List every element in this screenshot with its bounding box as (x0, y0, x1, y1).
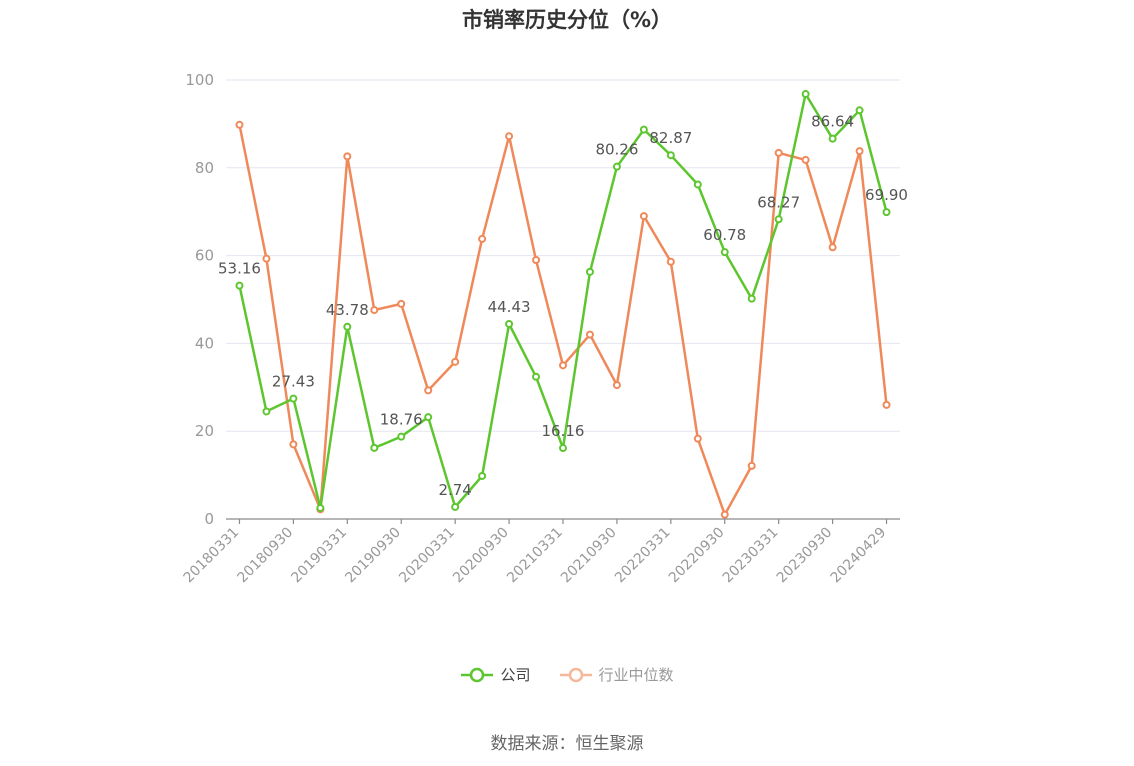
y-axis-ticks: 0 20 40 60 80 100 (185, 71, 214, 528)
point-company (612, 162, 621, 171)
data-label: 60.78 (703, 226, 746, 244)
point-industry (828, 243, 837, 252)
x-tick-label: 20220930 (666, 525, 728, 587)
point-industry (774, 148, 783, 157)
point-industry (343, 152, 352, 161)
legend-line-icon (559, 667, 592, 682)
point-industry (235, 120, 244, 129)
point-industry (370, 306, 379, 315)
point-company (262, 407, 271, 416)
point-industry (639, 212, 648, 221)
point-industry (693, 434, 702, 443)
y-tick-label: 20 (195, 422, 214, 440)
point-company (478, 471, 487, 480)
x-tick-label: 20230930 (774, 525, 836, 587)
x-tick-label: 20210930 (558, 525, 620, 587)
grid-lines (226, 79, 900, 432)
point-industry (505, 132, 514, 141)
point-industry (747, 461, 756, 470)
point-industry (855, 147, 864, 156)
point-company (774, 215, 783, 224)
point-company (855, 106, 864, 115)
point-company (639, 125, 648, 134)
point-company (559, 444, 567, 453)
series-line-industry (238, 124, 888, 516)
point-company (505, 319, 514, 328)
point-industry (612, 381, 621, 390)
data-label: 44.43 (488, 298, 531, 316)
point-industry (882, 400, 891, 409)
x-axis: 2018033120180930201903312019093020200331… (181, 518, 900, 587)
data-source: 数据来源：恒生聚源 (490, 734, 644, 754)
data-label: 86.64 (811, 113, 854, 131)
point-company (343, 322, 352, 331)
y-tick-label: 100 (185, 71, 214, 89)
point-company (693, 180, 702, 189)
point-company (397, 432, 406, 441)
legend-label-company: 公司 (500, 666, 531, 684)
point-industry (720, 510, 729, 519)
point-company (316, 504, 325, 513)
point-company (585, 267, 594, 276)
data-label: 53.16 (218, 260, 261, 278)
legend-line-icon (461, 667, 494, 682)
point-industry (585, 330, 594, 339)
x-tick-label: 20210331 (504, 525, 566, 587)
data-label: 68.27 (757, 193, 800, 211)
x-tick-label: 20190331 (288, 525, 350, 587)
point-company (451, 502, 460, 511)
data-label: 18.76 (380, 411, 423, 429)
point-company (424, 413, 433, 422)
point-industry (451, 357, 460, 366)
point-industry (559, 361, 567, 370)
point-company (747, 294, 756, 303)
data-labels: 53.16 27.43 43.78 18.76 2.74 44.43 16.16 80.26 8… (218, 113, 908, 499)
series-lines (235, 90, 891, 519)
data-label: 43.78 (326, 301, 369, 319)
y-tick-label: 60 (195, 247, 214, 265)
data-label: 80.26 (595, 141, 638, 159)
point-company (370, 443, 379, 452)
data-label: 27.43 (272, 373, 315, 391)
point-company (882, 208, 891, 217)
x-tick-label: 20200930 (450, 525, 512, 587)
point-company (532, 372, 541, 381)
y-tick-label: 40 (195, 334, 214, 352)
legend-item-industry[interactable]: 行业中位数 (559, 664, 674, 685)
legend-label-industry: 行业中位数 (598, 666, 674, 684)
data-label: 69.90 (865, 186, 908, 204)
point-industry (801, 155, 810, 164)
point-company (666, 151, 675, 160)
chart-title: 市销率历史分位（%） (461, 8, 673, 32)
x-tick-label: 20180331 (181, 525, 243, 587)
point-industry (478, 234, 487, 243)
data-label: 2.74 (438, 481, 471, 499)
point-company (801, 90, 810, 99)
point-industry (289, 440, 298, 449)
x-tick-label: 20190930 (342, 525, 404, 587)
data-label: 82.87 (649, 129, 692, 147)
data-label: 16.16 (542, 422, 585, 440)
x-tick-label: 20180930 (235, 525, 297, 587)
x-tick-label: 20230331 (720, 525, 782, 587)
point-industry (666, 257, 675, 266)
legend: 公司 行业中位数 (0, 664, 1134, 685)
line-chart: 0 20 40 60 80 100 201803312018093020190331201… (181, 71, 908, 587)
point-company (828, 134, 837, 143)
y-tick-label: 80 (195, 159, 214, 177)
point-industry (424, 386, 433, 395)
x-tick-label: 20200331 (396, 525, 458, 587)
point-company (289, 394, 298, 403)
legend-item-company[interactable]: 公司 (460, 664, 531, 685)
y-tick-label: 0 (204, 510, 214, 528)
point-industry (262, 254, 271, 263)
x-tick-label: 20220331 (612, 525, 674, 587)
point-industry (397, 299, 406, 308)
x-tick-label: 20240429 (828, 525, 890, 587)
point-industry (532, 255, 541, 264)
point-company (235, 281, 244, 290)
point-company (720, 248, 729, 257)
